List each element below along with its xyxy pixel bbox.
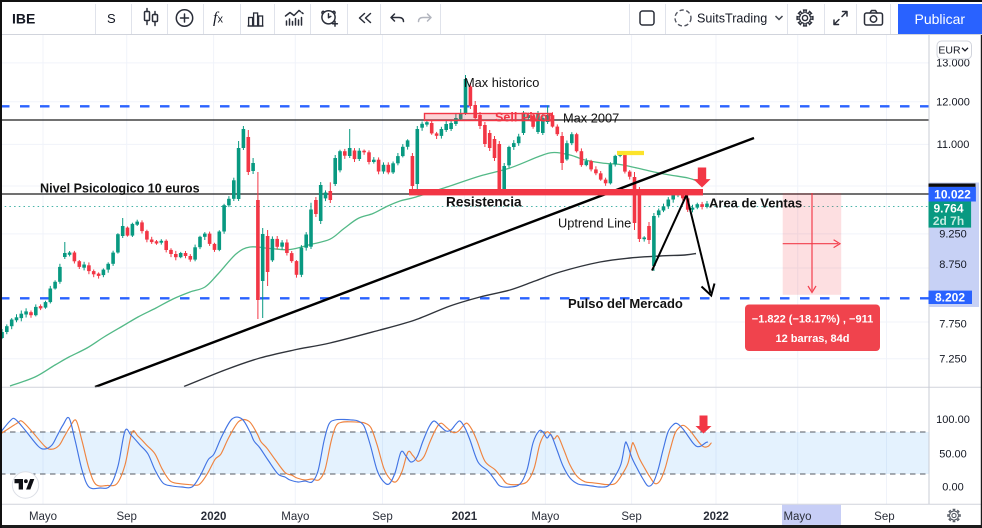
svg-text:10.022: 10.022 (934, 187, 971, 201)
svg-text:9.250: 9.250 (939, 229, 967, 241)
svg-text:7.250: 7.250 (939, 354, 967, 366)
svg-text:EUR: EUR (938, 45, 961, 57)
svg-text:Sep: Sep (116, 511, 136, 523)
svg-text:Resistencia: Resistencia (446, 195, 522, 210)
svg-text:2d 7h: 2d 7h (933, 214, 964, 228)
svg-text:2020: 2020 (201, 511, 227, 523)
svg-text:Mayo: Mayo (783, 511, 811, 523)
svg-text:50.00: 50.00 (939, 449, 967, 461)
svg-text:Nivel Psicologico 10 euros: Nivel Psicologico 10 euros (40, 182, 200, 196)
svg-text:Area de Ventas: Area de Ventas (709, 196, 802, 211)
svg-text:13.000: 13.000 (936, 58, 970, 70)
svg-text:Sell Pivot: Sell Pivot (495, 111, 552, 125)
svg-text:Pulso del Mercado: Pulso del Mercado (568, 296, 683, 311)
svg-text:7.750: 7.750 (939, 319, 967, 331)
svg-text:2021: 2021 (452, 511, 478, 523)
svg-text:−1.822 (−18.17%) , −911: −1.822 (−18.17%) , −911 (752, 314, 873, 326)
svg-text:Max historico: Max historico (464, 75, 539, 90)
svg-text:Sep: Sep (621, 511, 641, 523)
svg-text:100.00: 100.00 (936, 414, 970, 426)
svg-text:12.000: 12.000 (936, 97, 970, 109)
svg-text:8.750: 8.750 (939, 259, 967, 271)
svg-text:Uptrend Line: Uptrend Line (558, 216, 631, 231)
svg-text:Mayo: Mayo (531, 511, 559, 523)
svg-text:Mayo: Mayo (281, 511, 309, 523)
svg-text:11.000: 11.000 (937, 139, 970, 151)
svg-text:Max 2007: Max 2007 (563, 111, 619, 126)
svg-text:Mayo: Mayo (29, 511, 57, 523)
svg-text:Sep: Sep (874, 511, 894, 523)
svg-text:Sep: Sep (372, 511, 392, 523)
svg-text:0.00: 0.00 (942, 481, 963, 493)
svg-text:2022: 2022 (703, 511, 729, 523)
svg-text:12 barras, 84d: 12 barras, 84d (776, 333, 850, 345)
svg-text:9.764: 9.764 (933, 202, 963, 216)
svg-text:8.202: 8.202 (935, 290, 965, 304)
